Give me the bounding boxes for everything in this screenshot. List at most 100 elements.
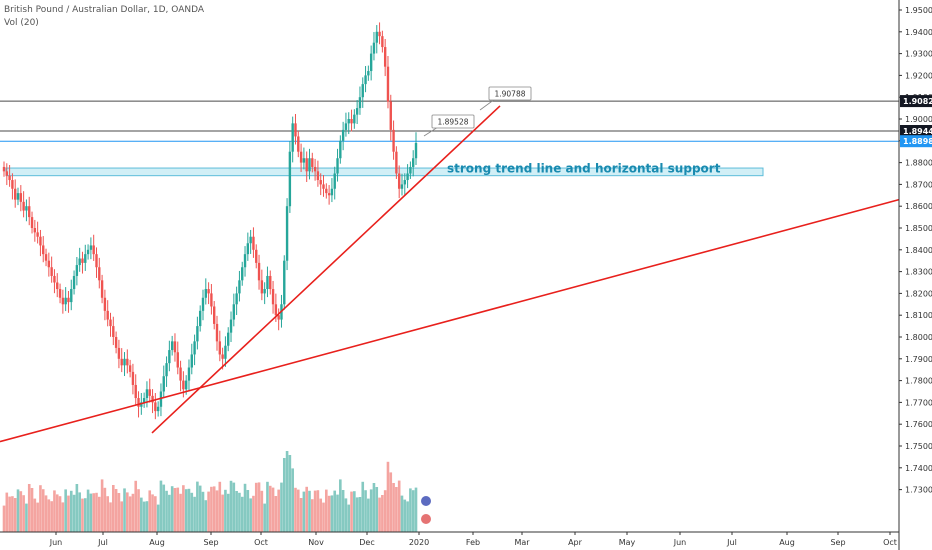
candle-body [128,365,132,372]
candle-body [170,341,174,351]
volume-bar [339,479,342,532]
candle-body [204,289,207,298]
time-tick-label: Sep [203,538,218,547]
volume-bar [176,487,180,532]
candle-body [308,158,311,172]
volume-bar [72,494,76,532]
volume-bar [109,502,112,532]
volume-bar [263,503,266,532]
volume-bar [268,485,272,532]
candle-body [269,275,272,290]
candle-body [358,97,362,109]
volume-bar [355,497,359,532]
price-label-text: 1.90822 [903,97,932,106]
candle-body [179,367,182,381]
volume-bar [95,492,98,532]
candle-body [277,315,280,320]
candle-body [184,380,188,390]
event-flag-2 [421,514,431,524]
volume-bar [389,472,393,532]
candle-body [207,289,210,294]
volume-bar [381,495,384,532]
trend-line-1 [0,198,900,443]
candle-body [235,293,238,305]
volume-bar [39,485,42,532]
volume-bar [154,496,157,532]
volume-bar [341,490,345,532]
volume-bar [254,482,258,532]
candle-body [246,243,250,255]
chart-legend: British Pound / Australian Dollar, 1D, O… [4,4,204,30]
volume-bar [22,495,25,532]
volume-bar [168,494,171,532]
volume-bar [182,485,185,532]
trend-lines[interactable] [0,105,900,443]
volume-bar [19,491,23,532]
volume-bar [193,496,196,532]
volume-bar [210,486,213,532]
volume-bar [367,498,370,532]
volume-bar [30,488,34,532]
candle-body [67,297,70,303]
price-tick-label: 1.81000 [905,311,932,320]
volume-bar [400,495,404,532]
volume-bar [100,479,104,532]
volume-bars [2,451,418,532]
candle-body [162,376,165,392]
volume-bar [156,504,160,532]
time-tick-label: Jun [49,538,63,547]
callout-box [488,86,532,101]
volume-bar [364,490,367,532]
price-label-text: 1.88982 [903,137,932,146]
candle-body [50,267,53,276]
candle-body [61,297,65,305]
price-tick-label: 1.85000 [905,224,932,233]
candle-body [14,188,17,200]
volume-bar [395,487,398,532]
volume-bar [310,499,314,532]
candle-body [238,280,241,294]
candle-body [47,260,51,268]
candle-body [386,66,390,102]
candle-body [297,136,300,152]
candle-body [19,193,23,202]
candle-body [367,71,370,76]
candle-body [224,345,227,359]
candle-body [5,171,9,176]
candle-body [369,53,373,72]
volume-bar [44,495,48,532]
time-tick-label: Jun [673,538,687,547]
volume-bar [409,488,412,532]
volume-bar [92,493,95,532]
price-label-text: 1.89449 [903,127,932,136]
price-axis[interactable]: 1.950001.940001.930001.920001.910001.900… [898,0,932,550]
time-tick-label: Mar [514,538,530,547]
candle-body [344,123,348,130]
candle-body [302,158,306,163]
time-axis[interactable]: Jun Jul Aug Sep Oct Nov Dec 2020 Feb Mar Apr May Jun… [0,531,899,547]
candle-body [406,173,409,181]
candle-body [395,151,398,174]
candle-body [196,326,199,342]
candle-body [392,129,395,152]
volume-bar [243,483,247,532]
price-axis-bg [899,0,932,550]
volume-bar [25,503,28,532]
candle-body [131,371,135,385]
volume-bar [212,486,216,532]
candle-body [109,319,112,327]
volume-bar [165,490,168,532]
price-tick-label: 1.82000 [905,289,932,298]
candle-body [173,341,177,353]
time-tick-label: Jul [97,538,108,547]
volume-bar [229,480,233,532]
candle-body [78,258,81,266]
volume-bar [120,501,124,532]
volume-bar [246,490,250,532]
event-flag-1 [421,496,431,506]
volume-bar [159,480,163,532]
candle-body [350,119,353,124]
candle-body [154,402,157,412]
volume-bar [126,492,129,532]
